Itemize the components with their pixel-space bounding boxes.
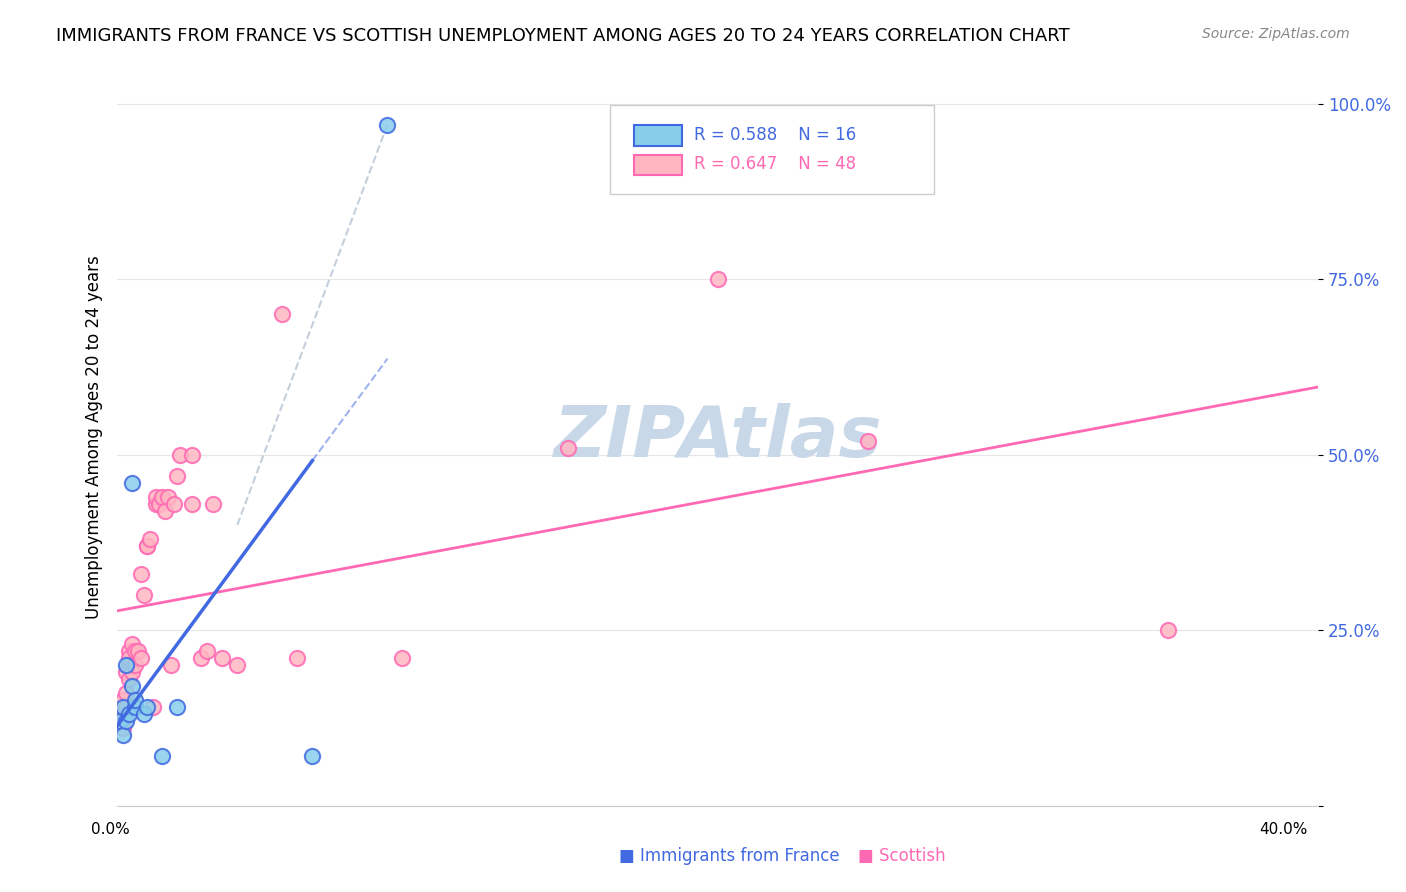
Point	[377, 118, 399, 132]
Point	[148, 497, 170, 511]
Point	[124, 644, 146, 658]
Text: IMMIGRANTS FROM FRANCE VS SCOTTISH UNEMPLOYMENT AMONG AGES 20 TO 24 YEARS CORREL: IMMIGRANTS FROM FRANCE VS SCOTTISH UNEMP…	[56, 27, 1070, 45]
Point	[134, 707, 156, 722]
Text: R = 0.588    N = 16: R = 0.588 N = 16	[693, 126, 856, 144]
Text: ■ Scottish: ■ Scottish	[858, 847, 945, 865]
Point	[202, 497, 225, 511]
Point	[121, 665, 143, 680]
Point	[112, 728, 135, 742]
Point	[118, 707, 141, 722]
Text: 0.0%: 0.0%	[91, 822, 131, 837]
Text: ZIPAtlas: ZIPAtlas	[554, 402, 882, 472]
Point	[211, 651, 233, 665]
Point	[108, 707, 131, 722]
Point	[129, 566, 152, 581]
Point	[121, 679, 143, 693]
Point	[108, 714, 131, 729]
Point	[190, 651, 212, 665]
Point	[169, 448, 191, 462]
Point	[157, 490, 180, 504]
Point	[127, 644, 149, 658]
Point	[115, 714, 138, 729]
FancyBboxPatch shape	[610, 105, 934, 194]
Point	[136, 539, 159, 553]
Point	[142, 700, 165, 714]
Point	[706, 272, 728, 286]
FancyBboxPatch shape	[634, 155, 682, 176]
Point	[271, 307, 294, 321]
Point	[118, 644, 141, 658]
Point	[166, 468, 188, 483]
Text: R = 0.647    N = 48: R = 0.647 N = 48	[693, 155, 856, 173]
Point	[115, 700, 138, 714]
Point	[139, 532, 162, 546]
Point	[108, 714, 131, 729]
Point	[124, 658, 146, 673]
Point	[112, 707, 135, 722]
Point	[301, 749, 323, 764]
Point	[112, 693, 135, 707]
Point	[226, 658, 249, 673]
Point	[145, 490, 167, 504]
Point	[391, 651, 413, 665]
Point	[145, 497, 167, 511]
Point	[124, 700, 146, 714]
Point	[129, 651, 152, 665]
Point	[285, 651, 308, 665]
Point	[121, 475, 143, 490]
Point	[136, 700, 159, 714]
Text: ■ Immigrants from France: ■ Immigrants from France	[619, 847, 839, 865]
Point	[557, 441, 579, 455]
Point	[112, 700, 135, 714]
Point	[118, 651, 141, 665]
Point	[121, 637, 143, 651]
Text: 40.0%: 40.0%	[1260, 822, 1308, 837]
Text: Source: ZipAtlas.com: Source: ZipAtlas.com	[1202, 27, 1350, 41]
Point	[150, 490, 173, 504]
Point	[155, 504, 177, 518]
Point	[1157, 623, 1180, 637]
Point	[166, 700, 188, 714]
Point	[118, 673, 141, 687]
Point	[115, 665, 138, 680]
FancyBboxPatch shape	[634, 125, 682, 146]
Point	[115, 658, 138, 673]
Point	[856, 434, 879, 448]
Point	[195, 644, 218, 658]
Point	[134, 588, 156, 602]
Point	[181, 497, 204, 511]
Point	[136, 539, 159, 553]
Point	[163, 497, 186, 511]
Point	[160, 658, 183, 673]
Point	[118, 658, 141, 673]
Point	[150, 749, 173, 764]
Point	[115, 686, 138, 700]
Point	[124, 693, 146, 707]
Point	[181, 448, 204, 462]
Point	[112, 722, 135, 736]
Y-axis label: Unemployment Among Ages 20 to 24 years: Unemployment Among Ages 20 to 24 years	[86, 255, 103, 619]
